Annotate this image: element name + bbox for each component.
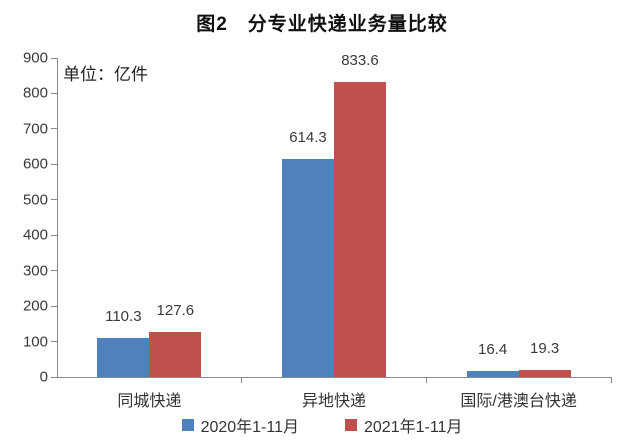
y-tick-mark	[51, 270, 57, 272]
chart-title: 图2 分专业快递业务量比较	[196, 14, 448, 35]
y-tick-mark	[51, 57, 57, 59]
y-tick-label: 400	[22, 226, 48, 244]
category-label: 异地快递	[301, 393, 366, 410]
value-label: 110.3	[105, 307, 142, 325]
bar-2020年1-11月-同城快递	[97, 337, 150, 377]
category-label: 国际/港澳台快递	[460, 393, 577, 410]
y-tick-label: 100	[22, 333, 48, 351]
y-tick-mark	[51, 305, 57, 307]
y-tick-label: 200	[22, 297, 48, 315]
y-tick-mark	[51, 341, 57, 343]
y-tick-mark	[51, 376, 57, 378]
category-label: 同城快递	[117, 393, 182, 410]
value-label: 614.3	[289, 129, 327, 147]
y-tick-label: 300	[22, 262, 48, 280]
y-tick-label: 0	[39, 368, 48, 386]
x-tick-mark	[610, 378, 612, 383]
y-tick-label: 900	[22, 49, 48, 67]
y-axis-line	[57, 58, 58, 377]
y-tick-label: 600	[22, 155, 48, 173]
y-tick-label: 700	[22, 120, 48, 138]
value-label: 19.3	[530, 340, 560, 358]
y-tick-mark	[51, 128, 57, 130]
legend-label: 2020年1-11月	[200, 419, 299, 436]
y-tick-mark	[51, 234, 57, 236]
y-tick-mark	[51, 163, 57, 165]
value-label: 833.6	[341, 51, 379, 69]
bar-2020年1-11月-异地快递	[282, 159, 334, 377]
bar-2021年1-11月-同城快递	[149, 331, 202, 377]
legend-item: 2020年1-11月	[181, 413, 299, 437]
x-tick-mark	[425, 378, 427, 383]
legend: 2020年1-11月 2021年1-11月	[0, 413, 644, 437]
legend-label: 2021年1-11月	[364, 419, 463, 436]
x-tick-mark	[241, 378, 243, 383]
legend-item: 2021年1-11月	[345, 413, 462, 437]
value-label: 127.6	[156, 301, 195, 319]
bar-2021年1-11月-异地快递	[334, 81, 386, 377]
legend-swatch	[181, 419, 194, 431]
y-tick-mark	[51, 199, 57, 201]
y-tick-label: 800	[22, 84, 48, 102]
bar-2020年1-11月-国际/港澳台快递	[466, 371, 519, 377]
y-tick-label: 500	[22, 191, 48, 209]
bar-2021年1-11月-国际/港澳台快递	[518, 370, 571, 377]
unit-label: 单位：亿件	[63, 65, 148, 84]
y-tick-mark	[51, 92, 57, 94]
legend-swatch	[345, 419, 357, 431]
value-label: 16.4	[478, 341, 508, 359]
x-axis-line	[57, 377, 612, 378]
